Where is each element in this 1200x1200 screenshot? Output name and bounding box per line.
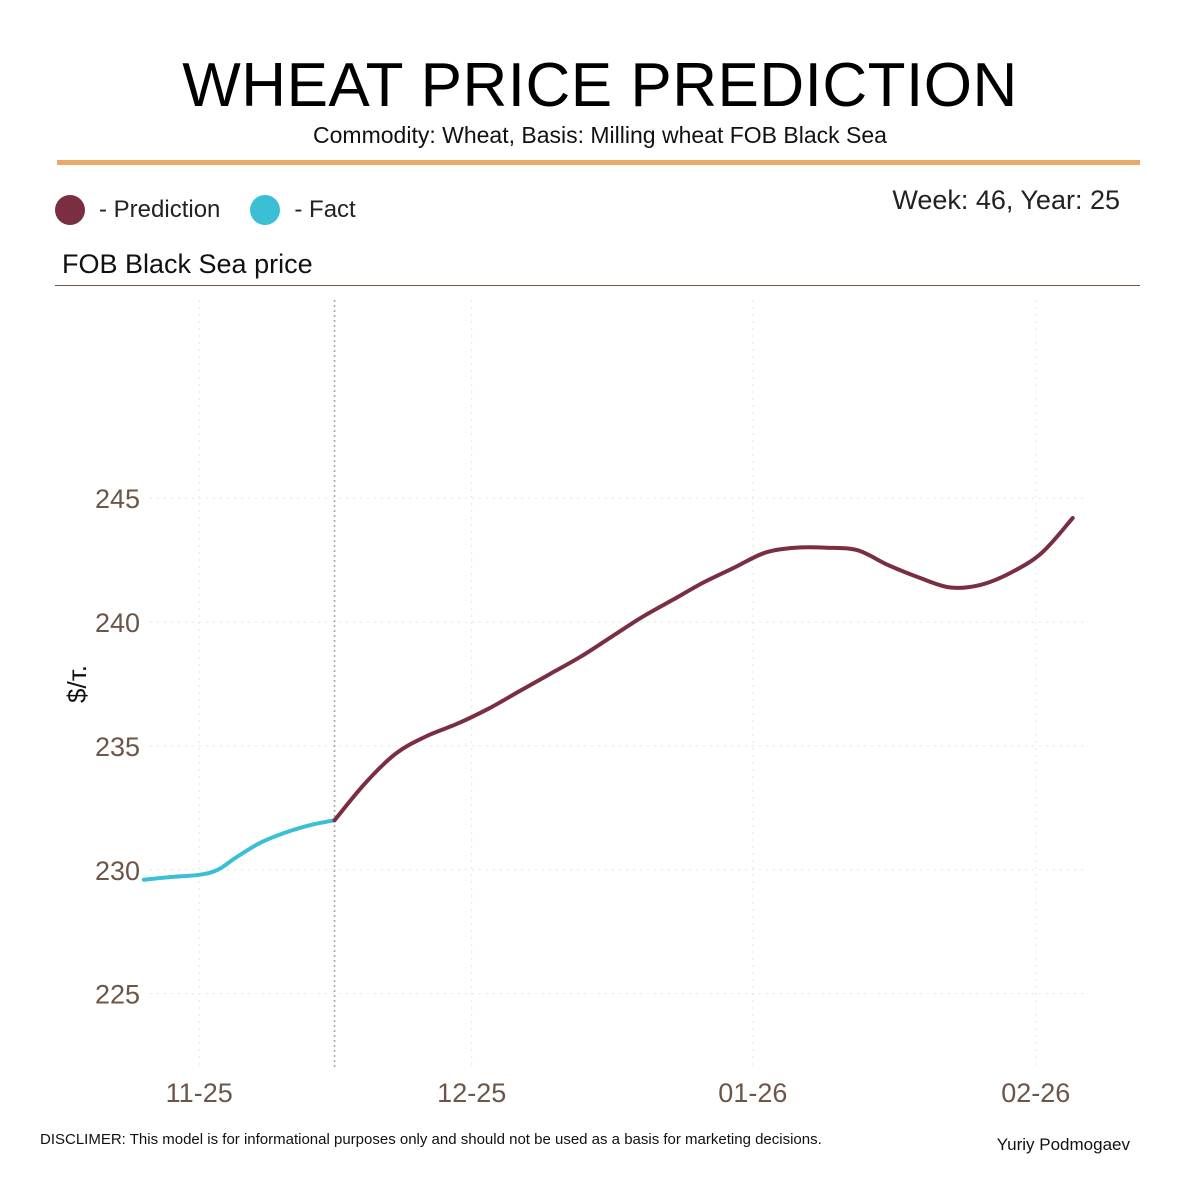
legend-label-prediction: - Prediction <box>99 196 221 223</box>
x-tick-label: 12-25 <box>437 1078 506 1108</box>
x-tick-label: 02-26 <box>1001 1078 1070 1108</box>
x-tick-label: 01-26 <box>718 1078 787 1108</box>
chart-subtitle: Commodity: Wheat, Basis: Milling wheat F… <box>313 122 887 148</box>
grid <box>150 300 1085 1068</box>
prediction-swatch-icon <box>55 195 85 225</box>
series-line-fact <box>141 818 337 882</box>
y-tick-label: 230 <box>95 856 140 886</box>
y-tick-label: 225 <box>95 980 140 1010</box>
y-tick-label: 245 <box>95 484 140 514</box>
series <box>141 516 1075 882</box>
panel-title: FOB Black Sea price <box>62 249 313 279</box>
week-label: Week: 46, Year: 25 <box>892 185 1120 215</box>
y-axis-title: $/т. <box>62 665 92 703</box>
legend-item-prediction: - Prediction <box>55 195 220 225</box>
header-divider <box>57 160 1140 165</box>
legend: - Prediction - Fact <box>55 195 386 225</box>
panel-divider <box>55 285 1140 286</box>
disclaimer-text: DISCLIMER: This model is for information… <box>40 1131 822 1148</box>
fact-swatch-icon <box>250 195 281 225</box>
series-line-prediction <box>332 516 1075 823</box>
axes: 225 230 235 240 245 11-25 12-25 01-26 02-26 $/т. <box>62 484 1070 1108</box>
legend-item-fact: - Fact <box>250 195 356 225</box>
chart-title: WHEAT PRICE PREDICTION <box>182 51 1018 120</box>
y-tick-label: 240 <box>95 608 140 638</box>
author-credit: Yuriy Podmogaev <box>996 1135 1130 1154</box>
x-tick-label: 11-25 <box>166 1078 233 1108</box>
legend-label-fact: - Fact <box>294 196 356 223</box>
y-tick-label: 235 <box>95 732 140 762</box>
